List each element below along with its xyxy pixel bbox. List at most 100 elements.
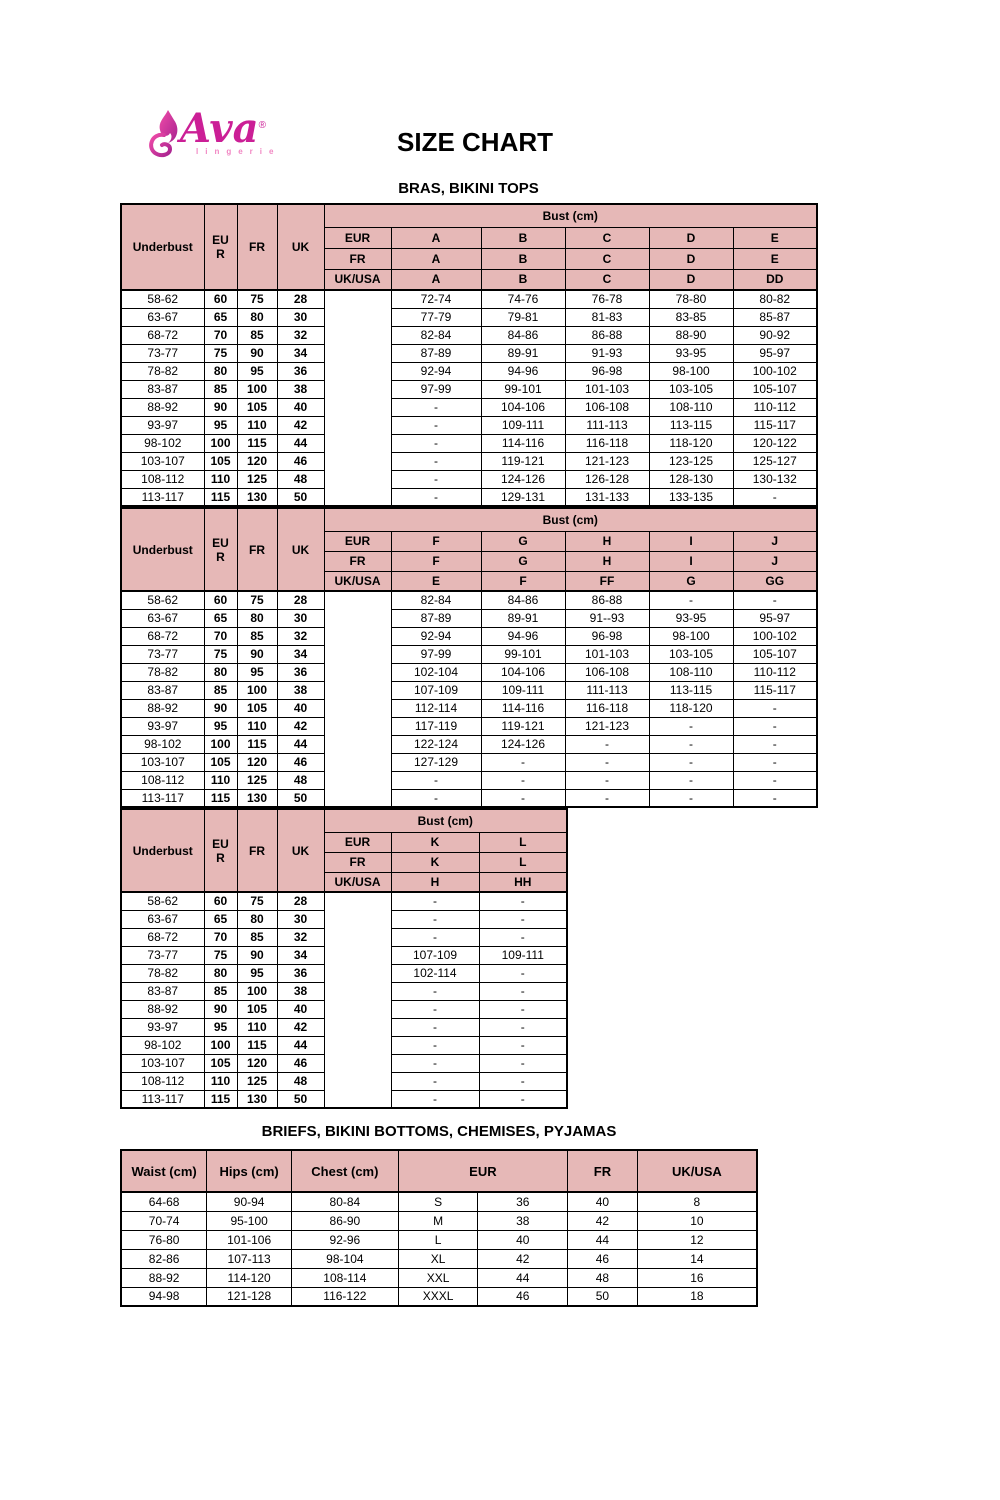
bust-range-cell: 109-111: [480, 415, 566, 435]
uk-column-header-cell: UK: [276, 808, 325, 893]
underbust-value-cell: 63-67: [120, 608, 205, 628]
underbust-value-cell: 83-87: [120, 379, 205, 399]
region-label-cell: UK/USA: [323, 570, 392, 592]
bust-range-cell: 90-92: [732, 325, 818, 345]
bust-range-cell: 110-112: [732, 662, 818, 682]
underbust-value-cell: 108-112: [120, 1071, 205, 1091]
cup-size-cell: A: [390, 226, 482, 249]
cup-size-cell: E: [732, 247, 818, 270]
uk-value-cell: 40: [276, 698, 325, 718]
waist-header-cell: Waist (cm): [120, 1149, 208, 1193]
bust-range-cell: -: [390, 788, 482, 808]
bust-range-cell: 116-118: [564, 433, 650, 453]
eur-value-cell: 60: [203, 289, 238, 309]
bust-range-cell: -: [732, 770, 818, 790]
underbust-value-cell: 93-97: [120, 716, 205, 736]
eur-value-cell: 110: [203, 770, 238, 790]
bust-range-cell: 111-113: [564, 680, 650, 700]
cup-size-cell: G: [480, 530, 566, 552]
uk-value-cell: 32: [276, 927, 325, 947]
ukusa-size-cell: 10: [636, 1210, 758, 1231]
fr-value-cell: 120: [236, 1053, 278, 1073]
bust-range-cell: 85-87: [732, 307, 818, 327]
uk-value-cell: 42: [276, 716, 325, 736]
fr-value-cell: 125: [236, 469, 278, 489]
hips-value-cell: 101-106: [206, 1229, 293, 1250]
ukusa-header-cell: UK/USA: [636, 1149, 758, 1193]
cup-size-cell: HH: [478, 871, 568, 893]
bust-range-cell: -: [390, 451, 482, 471]
bust-range-cell: 102-114: [390, 963, 480, 983]
ava-flame-icon: [149, 110, 178, 158]
bust-range-cell: -: [390, 415, 482, 435]
bust-range-cell: 115-117: [732, 680, 818, 700]
chest-value-cell: 116-122: [291, 1286, 399, 1307]
fr-value-cell: 100: [236, 680, 278, 700]
uk-value-cell: 42: [276, 1017, 325, 1037]
bust-range-cell: 86-88: [564, 590, 650, 610]
bust-range-cell: 124-126: [480, 469, 566, 489]
fr-value-cell: 125: [236, 770, 278, 790]
bust-range-cell: -: [478, 1053, 568, 1073]
fr-value-cell: 130: [236, 788, 278, 808]
bust-range-cell: 107-109: [390, 680, 482, 700]
underbust-value-cell: 108-112: [120, 770, 205, 790]
chest-value-cell: 80-84: [291, 1191, 399, 1212]
cup-size-cell: G: [648, 570, 734, 592]
cup-size-cell: DD: [732, 268, 818, 291]
eur-size-number-cell: 40: [477, 1229, 569, 1250]
bust-range-cell: -: [390, 469, 482, 489]
eur-size-number-cell: 36: [477, 1191, 569, 1212]
bust-range-cell: 89-91: [480, 608, 566, 628]
bust-range-cell: 93-95: [648, 608, 734, 628]
eur-value-cell: 90: [203, 397, 238, 417]
underbust-value-cell: 68-72: [120, 325, 205, 345]
uk-value-cell: 48: [276, 469, 325, 489]
bust-range-cell: -: [478, 1035, 568, 1055]
uk-value-cell: 38: [276, 379, 325, 399]
bust-range-cell: -: [390, 487, 482, 507]
bust-range-cell: -: [390, 999, 480, 1019]
underbust-value-cell: 68-72: [120, 927, 205, 947]
bust-range-cell: 105-107: [732, 379, 818, 399]
bust-range-cell: 101-103: [564, 379, 650, 399]
bust-range-cell: 103-105: [648, 379, 734, 399]
eur-value-cell: 115: [203, 788, 238, 808]
bust-range-cell: 94-96: [480, 361, 566, 381]
bust-range-cell: -: [478, 1089, 568, 1109]
uk-value-cell: 38: [276, 680, 325, 700]
bust-range-cell: 99-101: [480, 379, 566, 399]
fr-value-cell: 85: [236, 626, 278, 646]
underbust-value-cell: 73-77: [120, 644, 205, 664]
bust-range-cell: -: [390, 397, 482, 417]
region-label-cell: FR: [323, 247, 392, 270]
cup-size-cell: B: [480, 268, 566, 291]
eur-value-cell: 70: [203, 626, 238, 646]
eur-value-cell: 80: [203, 361, 238, 381]
eur-value-cell: 95: [203, 1017, 238, 1037]
eur-value-cell: 85: [203, 680, 238, 700]
underbust-value-cell: 113-117: [120, 788, 205, 808]
bust-range-cell: 119-121: [480, 451, 566, 471]
chest-value-cell: 98-104: [291, 1248, 399, 1269]
bust-range-cell: 113-115: [648, 680, 734, 700]
cup-size-cell: C: [564, 268, 650, 291]
fr-header-cell: FR: [567, 1149, 638, 1193]
cup-size-cell: L: [478, 851, 568, 873]
bra-size-table-cups-a-e: Underbust EUR FR UK Bust (cm) EUR A B C D E FR A B C D E…: [120, 203, 818, 507]
bust-range-cell: 130-132: [732, 469, 818, 489]
uk-value-cell: 50: [276, 487, 325, 507]
bust-range-cell: 95-97: [732, 343, 818, 363]
bust-range-cell: 127-129: [390, 752, 482, 772]
eur-size-letter-cell: XL: [397, 1248, 479, 1269]
bust-range-cell: 123-125: [648, 451, 734, 471]
bust-range-cell: 95-97: [732, 608, 818, 628]
ava-lingerie-logo: Ava® lingerie: [142, 108, 280, 166]
bust-range-cell: 107-109: [390, 945, 480, 965]
underbust-header-cell: Underbust: [120, 808, 205, 893]
fr-size-cell: 46: [567, 1248, 638, 1269]
bust-range-cell: -: [648, 734, 734, 754]
eur-value-cell: 90: [203, 999, 238, 1019]
bust-range-cell: 133-135: [648, 487, 734, 507]
bust-range-cell: 96-98: [564, 361, 650, 381]
